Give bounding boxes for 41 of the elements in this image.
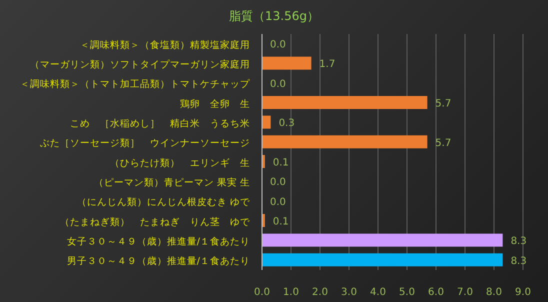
- y-tick-label: （にんじん類）にんじん根皮むき ゆで: [76, 196, 251, 208]
- bar: [262, 253, 503, 266]
- y-tick-label: ＜調味料類＞（食塩類）精製塩家庭用: [80, 38, 250, 51]
- y-tick-label: 男子３０～４９（歳）推進量/１食あたり: [66, 255, 250, 268]
- data-label: 0.0: [270, 196, 286, 208]
- x-tick-label: 0.0: [254, 287, 270, 298]
- x-tick-label: 3.0: [341, 287, 357, 298]
- y-tick-label: こめ ［水稲めし］ 精白米 うるち米: [70, 118, 250, 130]
- x-tick-label: 9.0: [515, 287, 531, 298]
- x-tick-label: 4.0: [370, 287, 386, 298]
- x-tick-label: 1.0: [283, 287, 299, 298]
- y-tick-label: （ひらたけ類） エリンギ 生: [110, 156, 250, 169]
- data-label: 0.0: [270, 40, 286, 50]
- bar: [262, 234, 503, 247]
- y-tick-label: ぶた［ソーセージ類］ ウインナーソーセージ: [40, 137, 250, 150]
- bar: [262, 96, 428, 109]
- data-label: 5.7: [435, 98, 452, 110]
- data-label: 1.7: [319, 59, 336, 70]
- data-label: 0.1: [272, 216, 289, 228]
- bar: [262, 116, 271, 129]
- y-tick-label: 鶏卵 全卵 生: [180, 98, 250, 110]
- x-tick-label: 5.0: [399, 287, 415, 298]
- x-tick-label: 7.0: [457, 287, 473, 298]
- y-tick-label: ＜調味料類＞（トマト加工品類）トマトケチャップ: [20, 78, 251, 90]
- data-label: 8.3: [510, 256, 527, 267]
- bar: [262, 56, 312, 70]
- y-tick-label: 女子３０～４９（歳）推進量/１食あたり: [66, 236, 250, 248]
- x-tick-label: 6.0: [428, 287, 444, 298]
- x-tick-label: 8.0: [486, 287, 502, 298]
- x-tick-label: 2.0: [312, 287, 328, 298]
- y-tick-label: （ピーマン類）青ピーマン 果実 生: [94, 176, 250, 188]
- data-label: 8.3: [510, 236, 527, 248]
- data-label: 0.3: [278, 118, 295, 130]
- data-label: 5.7: [435, 138, 452, 149]
- y-tick-label: （たまねぎ類） たまねぎ りん茎 ゆで: [60, 216, 251, 228]
- data-label: 0.0: [270, 177, 286, 188]
- data-label: 0.0: [270, 78, 286, 90]
- chart-title: 脂質（13.56g）: [228, 8, 320, 25]
- y-tick-label: （マーガリン類）ソフトタイプマーガリン家庭用: [30, 58, 250, 70]
- bar: [262, 135, 428, 148]
- data-label: 0.1: [272, 158, 289, 168]
